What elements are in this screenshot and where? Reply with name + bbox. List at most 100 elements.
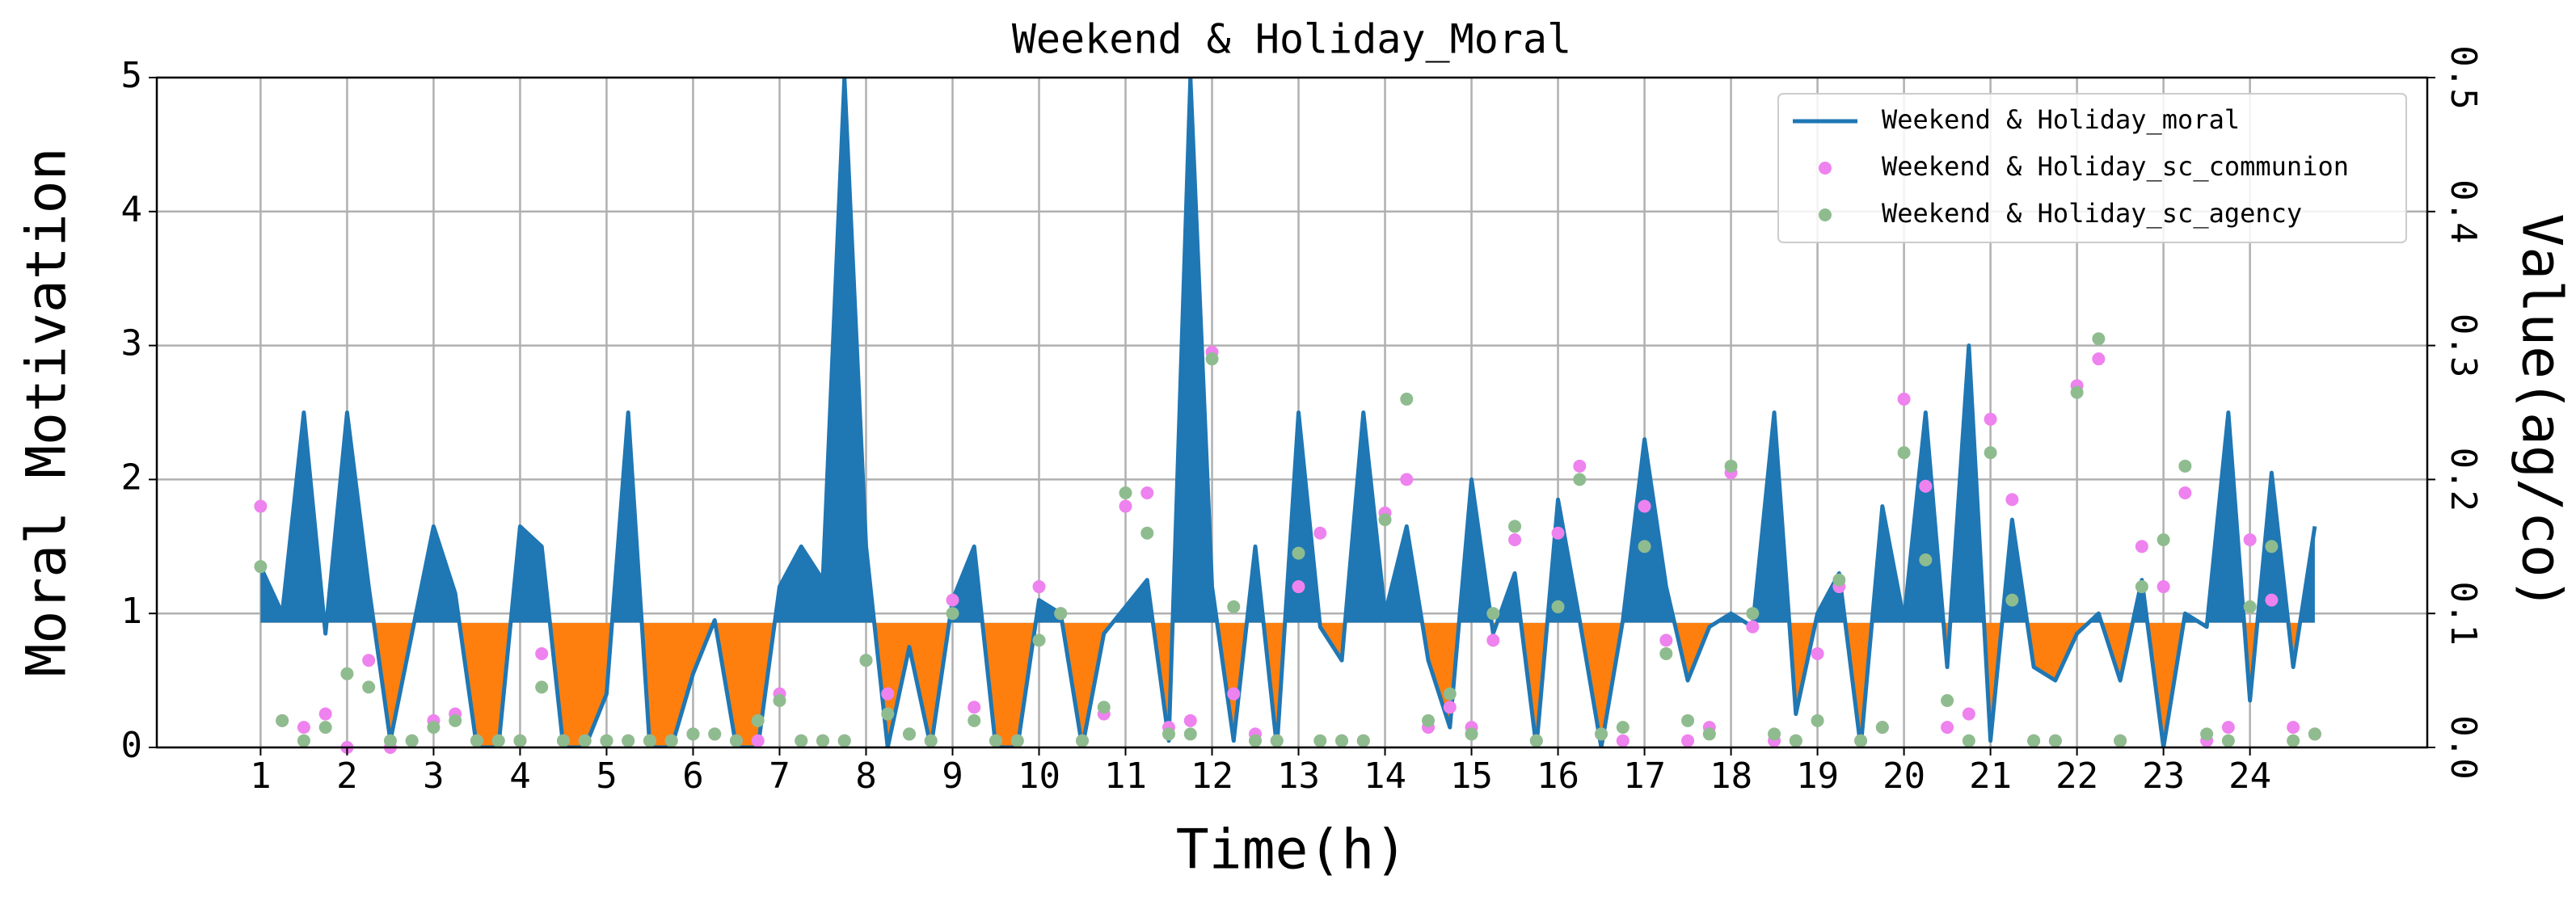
scatter-point: [1897, 392, 1911, 406]
scatter-point: [1227, 600, 1241, 613]
scatter-point: [1508, 533, 1522, 547]
scatter-point: [1097, 701, 1111, 714]
scatter-point: [578, 734, 592, 747]
y-tick-label: 4: [121, 189, 143, 230]
scatter-point: [2027, 734, 2041, 747]
scatter-point: [1638, 499, 1651, 513]
scatter-point: [1335, 734, 1349, 747]
scatter-point: [1076, 734, 1090, 747]
scatter-point: [2114, 734, 2127, 747]
scatter-point: [470, 734, 483, 747]
scatter-point: [1811, 646, 1824, 660]
scatter-point: [1681, 713, 1695, 727]
scatter-point: [968, 701, 981, 714]
scatter-point: [1768, 727, 1781, 741]
scatter-point: [2243, 600, 2257, 613]
scatter-point: [2005, 593, 2019, 607]
scatter-point: [1443, 687, 1457, 701]
scatter-point: [1270, 734, 1284, 747]
scatter-point: [1400, 392, 1414, 406]
legend-box: [1777, 93, 2407, 243]
scatter-point: [1573, 473, 1587, 486]
scatter-point: [362, 654, 376, 667]
scatter-point: [318, 721, 332, 735]
x-tick-label: 24: [2228, 756, 2271, 797]
scatter-point: [383, 734, 397, 747]
scatter-point: [1313, 734, 1327, 747]
x-tick-label: 22: [2055, 756, 2098, 797]
plot-frame: [155, 76, 2429, 749]
scatter-point: [2178, 486, 2192, 499]
scatter-point: [2005, 493, 2019, 507]
scatter-point: [1356, 734, 1370, 747]
scatter-point: [795, 734, 808, 747]
scatter-point: [946, 607, 959, 621]
y2-tick-label: 0.1: [2443, 581, 2484, 645]
x-tick-label: 23: [2142, 756, 2185, 797]
scatter-point: [1249, 734, 1263, 747]
x-tick-label: 21: [1969, 756, 2012, 797]
scatter-point: [318, 707, 332, 721]
scatter-point: [1897, 446, 1911, 460]
legend-label: Weekend & Holiday_sc_communion: [1882, 151, 2349, 182]
scatter-point: [859, 654, 873, 667]
scatter-point: [1659, 634, 1673, 647]
scatter-point: [2135, 540, 2148, 554]
scatter-point: [1919, 479, 1933, 493]
x-tick-label: 7: [769, 756, 791, 797]
scatter-point: [902, 727, 916, 741]
scatter-point: [1638, 540, 1651, 554]
y2-tick-label: 0.4: [2443, 179, 2484, 243]
scatter-point: [340, 667, 354, 680]
scatter-point: [2092, 352, 2106, 366]
scatter-point: [708, 727, 722, 741]
scatter-point: [2308, 727, 2321, 741]
scatter-point: [1875, 721, 1889, 735]
scatter-point: [729, 734, 743, 747]
x-tick-label: 16: [1537, 756, 1579, 797]
x-tick-label: 19: [1796, 756, 1839, 797]
y-tick-label: 5: [121, 55, 143, 96]
x-tick-label: 17: [1623, 756, 1666, 797]
scatter-point: [1119, 499, 1132, 513]
x-tick-label: 11: [1104, 756, 1147, 797]
scatter-point: [1702, 727, 1716, 741]
y2-axis-label: Value(ag/co): [2509, 213, 2573, 610]
scatter-point: [881, 707, 895, 721]
scatter-point: [1227, 687, 1241, 701]
scatter-point: [297, 734, 310, 747]
scatter-point: [1984, 412, 1997, 426]
scatter-point: [2243, 533, 2257, 547]
y-tick-label: 0: [121, 725, 143, 766]
chart-title: Weekend & Holiday_Moral: [1012, 16, 1571, 63]
scatter-point: [491, 734, 505, 747]
scatter-point: [2070, 385, 2084, 399]
scatter-point: [1573, 459, 1587, 473]
legend-label: Weekend & Holiday_sc_agency: [1882, 198, 2302, 229]
scatter-point: [1962, 707, 1975, 721]
scatter-point: [643, 734, 656, 747]
x-tick-label: 2: [336, 756, 358, 797]
scatter-point: [1919, 553, 1933, 566]
scatter-point: [556, 734, 570, 747]
scatter-point: [1551, 526, 1565, 540]
scatter-point: [1616, 734, 1629, 747]
scatter-point: [427, 721, 441, 735]
scatter-point: [946, 593, 959, 607]
x-tick-label: 9: [942, 756, 963, 797]
scatter-point: [1313, 526, 1327, 540]
scatter-point: [297, 721, 310, 735]
scatter-point: [1746, 607, 1760, 621]
x-tick-label: 20: [1882, 756, 1925, 797]
scatter-point: [1054, 607, 1068, 621]
x-tick-label: 18: [1710, 756, 1752, 797]
scatter-point: [405, 734, 419, 747]
scatter-point: [816, 734, 829, 747]
scatter-point: [1183, 727, 1197, 741]
scatter-point: [1378, 513, 1392, 527]
scatter-point: [2157, 580, 2170, 594]
scatter-point: [449, 713, 462, 727]
scatter-point: [751, 713, 765, 727]
